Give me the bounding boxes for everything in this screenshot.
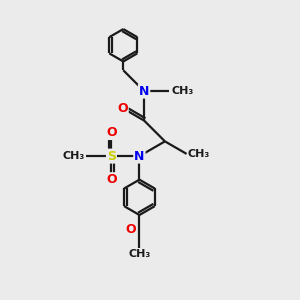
Text: N: N (134, 150, 145, 163)
Text: CH₃: CH₃ (62, 151, 84, 161)
Text: S: S (107, 150, 116, 163)
Text: CH₃: CH₃ (128, 249, 151, 259)
Text: O: O (117, 101, 128, 115)
Text: CH₃: CH₃ (188, 149, 210, 159)
Text: O: O (125, 223, 136, 236)
Text: O: O (106, 173, 117, 186)
Text: N: N (139, 85, 149, 98)
Text: CH₃: CH₃ (171, 86, 194, 96)
Text: O: O (106, 126, 117, 139)
